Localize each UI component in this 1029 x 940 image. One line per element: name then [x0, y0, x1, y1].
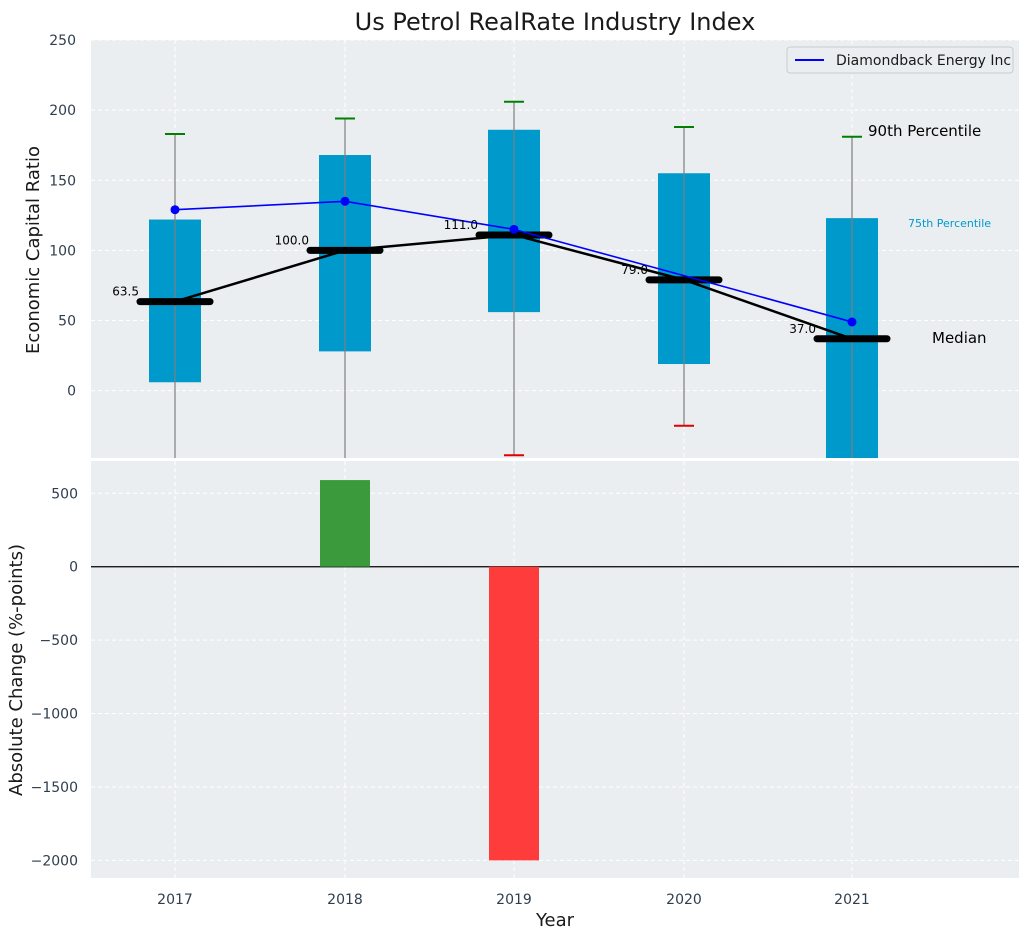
- box-plots: [136, 100, 891, 458]
- bottom-y-tick-label: −500: [40, 633, 78, 649]
- series-point-2018: [340, 196, 350, 206]
- bottom-y-tick-label: 0: [69, 560, 78, 576]
- median-label-2021: 37.0: [789, 322, 816, 336]
- change-bars: [320, 480, 539, 861]
- bottom-y-tick-label: −1000: [31, 707, 78, 723]
- median-trend-line: [174, 233, 853, 340]
- series-point-2021: [847, 317, 857, 327]
- bottom-y-axis-label: Absolute Change (%-points): [6, 544, 27, 796]
- annotation-median: Median: [932, 329, 987, 347]
- bottom-y-tick-label: −1500: [31, 780, 78, 796]
- x-tick-label-2018: 2018: [327, 892, 363, 908]
- company-series: [170, 196, 857, 327]
- top-panel-grid: [91, 39, 1019, 458]
- bottom-panel-grid: [91, 461, 1019, 878]
- bottom-panel-y-ticks: 500 0 −500 −1000 −1500 −2000: [31, 486, 78, 869]
- series-point-2019: [509, 224, 519, 234]
- top-y-tick-label: 250: [49, 33, 76, 49]
- x-tick-label-2020: 2020: [666, 892, 702, 908]
- median-labels: 63.5 100.0 111.0 79.0 37.0: [112, 218, 816, 336]
- top-y-tick-label: 100: [49, 243, 76, 259]
- series-point-2017: [170, 205, 180, 215]
- median-label-2018: 100.0: [275, 233, 309, 247]
- top-y-tick-label: 50: [58, 314, 76, 330]
- x-axis-ticks: 2017 2018 2019 2020 2021: [157, 892, 870, 908]
- legend-entry: Diamondback Energy Inc: [836, 53, 1011, 69]
- x-axis-label: Year: [535, 910, 575, 931]
- change-bar-2019: [489, 566, 539, 861]
- annotation-75th-percentile: 75th Percentile: [908, 217, 991, 230]
- bottom-y-tick-label: 500: [51, 486, 78, 502]
- top-panel-y-ticks: 0 50 100 150 200 250: [49, 33, 76, 400]
- median-trend: [174, 233, 853, 340]
- legend-box: [786, 46, 1014, 74]
- top-y-tick-label: 0: [67, 384, 76, 400]
- median-label-2019: 111.0: [444, 218, 478, 232]
- top-y-tick-label: 200: [49, 103, 76, 119]
- x-tick-label-2019: 2019: [496, 892, 532, 908]
- median-label-2017: 63.5: [112, 285, 139, 299]
- top-y-axis-label: Economic Capital Ratio: [23, 146, 44, 354]
- bottom-y-tick-label: −2000: [31, 853, 78, 869]
- legend: Diamondback Energy Inc: [786, 46, 1014, 74]
- top-panel-background: [91, 40, 1019, 458]
- median-label-2020: 79.0: [621, 263, 648, 277]
- top-y-tick-label: 150: [49, 173, 76, 189]
- x-tick-label-2017: 2017: [157, 892, 193, 908]
- bottom-panel-background: [91, 461, 1019, 878]
- chart-title: Us Petrol RealRate Industry Index: [355, 8, 756, 36]
- x-tick-label-2021: 2021: [834, 892, 870, 908]
- change-bar-2018: [320, 480, 370, 567]
- annotation-90th-percentile: 90th Percentile: [868, 122, 981, 140]
